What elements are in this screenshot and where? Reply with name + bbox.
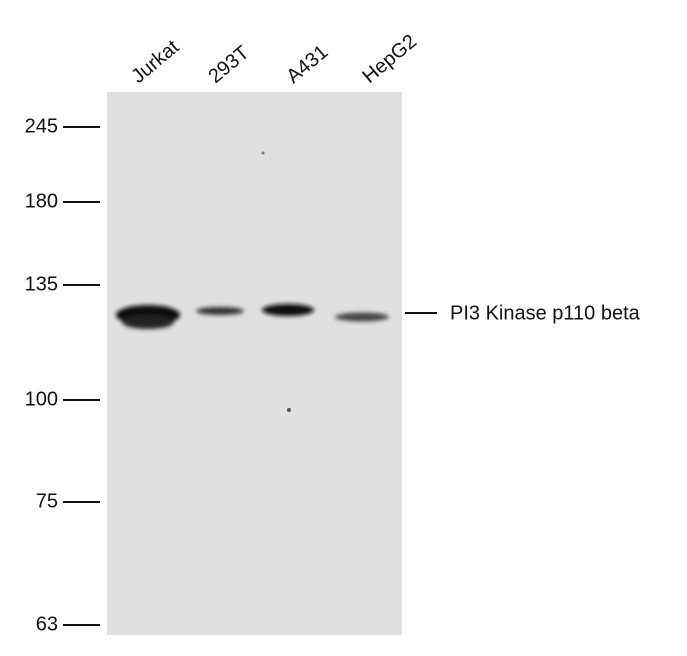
lane-label: A431 (282, 41, 332, 88)
marker-label: 75 (36, 490, 58, 512)
bands (116, 304, 389, 329)
marker-label: 100 (25, 388, 58, 410)
speck (287, 408, 291, 412)
marker-label: 63 (36, 613, 58, 635)
lane-label: 293T (204, 42, 253, 88)
lane-label: Jurkat (127, 36, 183, 88)
marker-label: 245 (25, 115, 58, 137)
marker-label: 180 (25, 190, 58, 212)
band-label: PI3 Kinase p110 beta (450, 302, 641, 324)
blot-membrane (107, 92, 402, 635)
band-jurkat-lower (122, 315, 174, 329)
speck (261, 151, 265, 155)
band-293t (196, 307, 244, 315)
band-a431 (262, 304, 314, 316)
band-hepg2 (335, 312, 389, 322)
marker-label: 135 (25, 273, 58, 295)
lane-label: HepG2 (358, 30, 421, 88)
